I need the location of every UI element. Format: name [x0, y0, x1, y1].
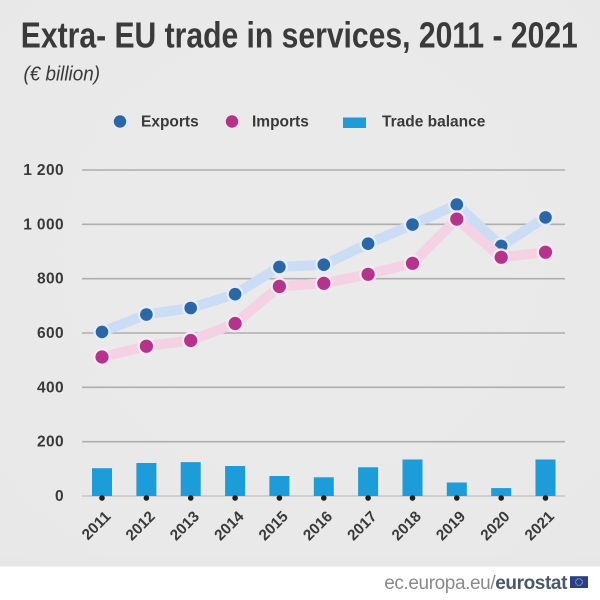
svg-text:800: 800 — [37, 271, 64, 288]
svg-text:Imports: Imports — [252, 114, 309, 131]
svg-text:600: 600 — [37, 325, 64, 342]
svg-text:0: 0 — [55, 488, 64, 505]
svg-text:1 200: 1 200 — [23, 162, 64, 179]
svg-text:Extra- EU trade in services, 2: Extra- EU trade in services, 2011 - 2021 — [21, 15, 578, 56]
svg-text:200: 200 — [37, 434, 64, 451]
svg-text:400: 400 — [37, 379, 64, 396]
svg-text:Exports: Exports — [141, 114, 199, 131]
svg-text:1 000: 1 000 — [23, 216, 64, 233]
svg-text:Trade balance: Trade balance — [382, 114, 486, 131]
svg-text:ec.europa.eu/eurostat: ec.europa.eu/eurostat — [384, 573, 568, 594]
svg-text:(€ billion): (€ billion) — [24, 64, 101, 86]
